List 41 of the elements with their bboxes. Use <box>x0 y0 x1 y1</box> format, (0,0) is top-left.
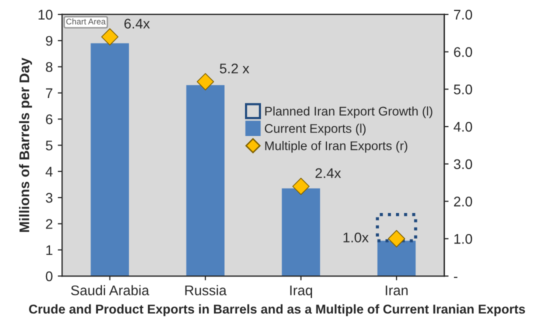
data-label: 2.4x <box>316 168 341 178</box>
bar <box>282 188 320 276</box>
x-tick-label: Saudi Arabia <box>71 285 150 296</box>
legend-label: Multiple of Iran Exports (r) <box>265 141 408 153</box>
bar <box>90 43 129 276</box>
text: Crude and Product Exports in Barrels and as a Multiple of Current Iranian Exports <box>29 304 525 316</box>
data-label: 1.0x <box>344 232 369 242</box>
x-tick-label: Iran <box>386 286 408 296</box>
bar <box>186 85 225 276</box>
y2-tick-label: 4.0 <box>454 122 472 132</box>
y-axis-title: Millions of Barrels per Day <box>19 58 32 232</box>
y-tick-label: 4 <box>46 166 53 176</box>
x-tick-label: Russia <box>185 285 227 296</box>
legend-label: Planned Iran Export Growth (l) <box>265 106 432 118</box>
y2-tick-label: 2.0 <box>454 196 472 206</box>
point <box>388 230 406 248</box>
y2-tick-label: - <box>454 276 458 278</box>
y-tick-label: 3 <box>46 192 52 203</box>
y-tick-label: 9 <box>46 36 52 46</box>
y-tick-label: 7 <box>46 88 52 98</box>
y2-tick-label: 5.0 <box>454 84 472 94</box>
y-tick-label: 1 <box>46 245 52 255</box>
y2-tick-label: 6.0 <box>454 47 472 57</box>
y2-tick-label: 1.0 <box>454 234 472 244</box>
y-tick-label: 2 <box>46 219 52 229</box>
y-tick-label: 6 <box>46 114 52 124</box>
y-tick-label: 8 <box>46 62 52 72</box>
y-tick-label: 10 <box>38 10 52 20</box>
point <box>196 73 214 90</box>
annotation: Chart Area <box>66 18 106 24</box>
y-tick-label: 0 <box>46 271 52 282</box>
data-label: 5.2 x <box>220 64 250 74</box>
y2-tick-label: 7.0 <box>454 10 472 20</box>
y-tick-label: 5 <box>46 140 52 150</box>
legend-label: Current Exports (l) <box>264 124 366 136</box>
point <box>292 178 310 195</box>
point <box>101 28 118 46</box>
data-label: 6.4x <box>124 18 150 29</box>
x-tick-label: Iraq <box>290 286 312 298</box>
y2-tick-label: 3.0 <box>454 159 472 170</box>
bar <box>377 240 416 276</box>
